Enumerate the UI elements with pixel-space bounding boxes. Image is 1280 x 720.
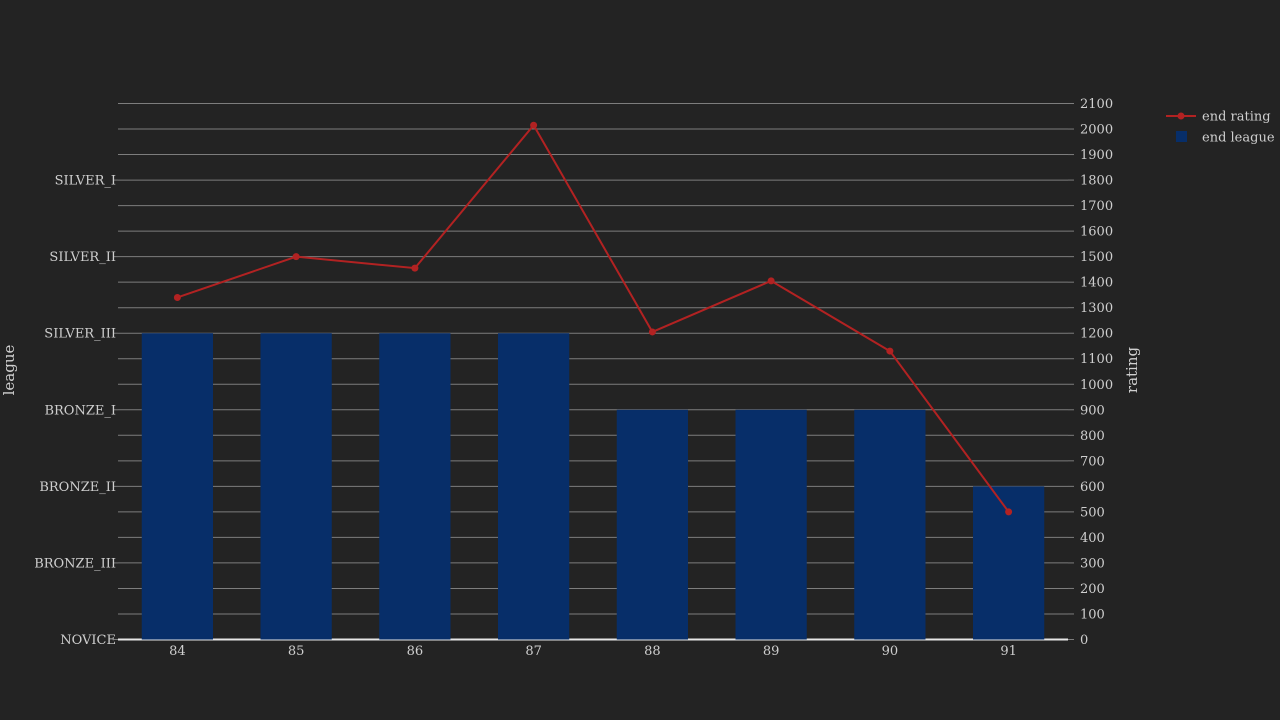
y-right-tick-label: 1000: [1080, 378, 1113, 393]
y-right-tick-label: 1100: [1080, 352, 1113, 367]
y-left-axis-title: league: [0, 345, 18, 396]
x-tick-label: 88: [644, 644, 661, 659]
point-end-rating: [292, 253, 300, 261]
line-layer: [173, 121, 1013, 516]
bar-end-league: [854, 409, 926, 640]
y-right-tick-label: 1900: [1080, 148, 1113, 163]
point-end-rating: [886, 347, 894, 355]
y-right-tick-label: 1800: [1080, 174, 1113, 189]
x-tick-label: 87: [525, 644, 542, 659]
y-right-tick-label: 1700: [1080, 199, 1113, 214]
y-right-tick-label: 1600: [1080, 225, 1113, 240]
y-left-tick-label: BRONZE_III: [34, 556, 116, 571]
point-end-rating: [648, 328, 656, 336]
y-right-tick-label: 200: [1080, 582, 1105, 597]
bar-end-league: [379, 333, 451, 640]
line-end-rating: [177, 123, 1010, 513]
bar-layer: [141, 333, 1045, 640]
x-tick-label: 89: [763, 644, 780, 659]
y-left-tick-label: NOVICE: [60, 633, 116, 648]
y-left-tick-label: BRONZE_I: [44, 403, 116, 418]
x-tick-label: 85: [288, 644, 305, 659]
bar-end-league: [616, 409, 688, 640]
y-right-tick-label: 500: [1080, 505, 1105, 520]
y-right-tick-label: 1300: [1080, 301, 1113, 316]
y-right-tick-label: 800: [1080, 429, 1105, 444]
point-end-rating: [1005, 508, 1013, 516]
bar-end-league: [498, 333, 570, 640]
x-tick-label: 90: [882, 644, 899, 659]
bar-end-league: [141, 333, 213, 640]
legend-bar-swatch: [1176, 131, 1187, 142]
axis-layer: NOVICE BRONZE_III BRONZE_II BRONZE_I SILVER_…: [34, 97, 1113, 659]
point-end-rating: [530, 121, 538, 129]
legend-label-end-league: end league: [1202, 131, 1275, 146]
y-right-tick-label: 1500: [1080, 250, 1113, 265]
y-left-tick-label: BRONZE_II: [39, 480, 116, 495]
y-right-tick-label: 0: [1080, 633, 1088, 648]
bar-end-league: [735, 409, 807, 640]
bar-end-league: [260, 333, 332, 640]
y-right-tick-label: 900: [1080, 403, 1105, 418]
y-right-tick-label: 600: [1080, 480, 1105, 495]
x-tick-label: 84: [169, 644, 186, 659]
x-tick-label: 91: [1000, 644, 1017, 659]
y-right-axis-title: rating: [1123, 347, 1141, 394]
x-tick-label: 86: [407, 644, 424, 659]
y-left-tick-label: SILVER_I: [55, 174, 116, 189]
point-end-rating: [173, 293, 181, 301]
y-right-tick-label: 2100: [1080, 97, 1113, 112]
y-right-tick-label: 400: [1080, 531, 1105, 546]
legend: end rating end league: [1166, 110, 1275, 146]
y-right-tick-label: 1400: [1080, 276, 1113, 291]
y-right-tick-label: 300: [1080, 556, 1105, 571]
y-left-tick-label: SILVER_II: [49, 250, 116, 265]
point-end-rating: [411, 264, 419, 272]
y-right-tick-label: 1200: [1080, 327, 1113, 342]
y-right-tick-label: 2000: [1080, 123, 1113, 138]
y-right-tick-label: 100: [1080, 607, 1105, 622]
point-end-rating: [767, 277, 775, 285]
legend-label-end-rating: end rating: [1202, 110, 1271, 125]
y-right-tick-label: 700: [1080, 454, 1105, 469]
y-left-tick-label: SILVER_III: [44, 327, 116, 342]
legend-line-marker: [1177, 112, 1185, 120]
